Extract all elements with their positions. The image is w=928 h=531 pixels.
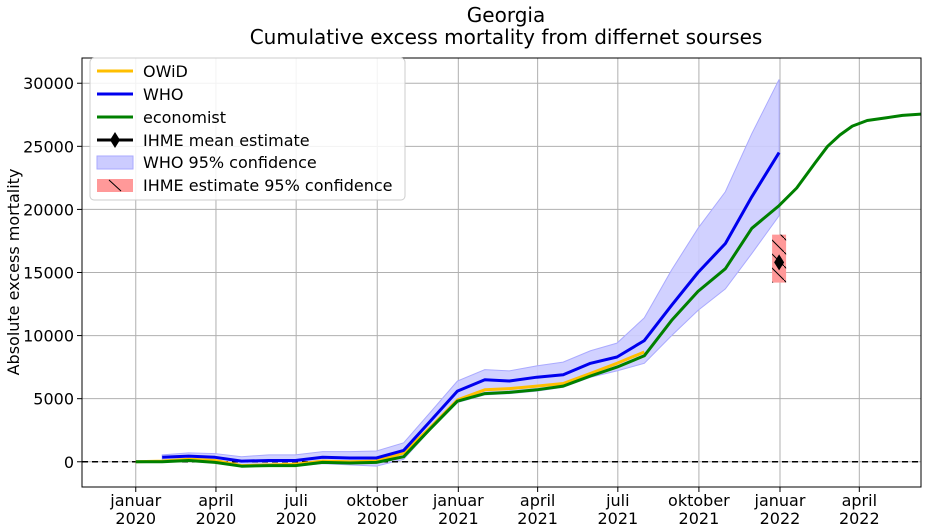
x-tick-label: oktober 2020 bbox=[346, 491, 408, 528]
x-tick-label: juli 2020 bbox=[276, 491, 317, 528]
who-line bbox=[162, 151, 781, 463]
y-tick-label: 5000 bbox=[33, 390, 74, 409]
x-tick-label: oktober 2021 bbox=[668, 491, 730, 528]
legend-label-ihme-ci: IHME estimate 95% confidence bbox=[143, 176, 392, 195]
y-axis-label: Absolute excess mortality bbox=[4, 169, 23, 376]
y-tick-label: 20000 bbox=[23, 200, 74, 219]
legend-label-ihme-mean: IHME mean estimate bbox=[143, 131, 310, 150]
legend: OWiD WHO economist IHME mean estimate WH… bbox=[89, 57, 406, 201]
economist-line bbox=[135, 112, 921, 468]
legend-label-who-ci: WHO 95% confidence bbox=[143, 153, 317, 172]
data-layer bbox=[82, 79, 921, 468]
x-tick-label: april 2022 bbox=[839, 491, 880, 528]
x-tick-label: april 2020 bbox=[196, 491, 237, 528]
x-tick-label: januar 2020 bbox=[109, 491, 161, 528]
y-tick-label: 30000 bbox=[23, 74, 74, 93]
chart-subtitle: Cumulative excess mortality from differn… bbox=[250, 25, 763, 49]
legend-label-owid: OWiD bbox=[143, 62, 188, 81]
tick-layer: januar 2020 april 2020 juli 2020 oktober 2020 ja… bbox=[23, 74, 880, 528]
who-confidence-band bbox=[161, 79, 780, 467]
x-tick-label: januar 2022 bbox=[754, 491, 806, 528]
x-tick-label: april 2021 bbox=[517, 491, 558, 528]
legend-swatch-who-ci bbox=[96, 155, 134, 170]
legend-swatch-ihme-mean bbox=[97, 132, 133, 148]
ihme-mean-marker bbox=[774, 254, 785, 271]
x-tick-label: januar 2021 bbox=[432, 491, 484, 528]
chart-title: Georgia bbox=[467, 3, 545, 27]
x-tick-label: juli 2021 bbox=[597, 491, 638, 528]
legend-label-economist: economist bbox=[143, 108, 226, 127]
y-tick-label: 10000 bbox=[23, 327, 74, 346]
legend-frame bbox=[89, 57, 406, 201]
y-tick-label: 15000 bbox=[23, 264, 74, 283]
legend-label-who: WHO bbox=[143, 85, 183, 104]
y-tick-label: 25000 bbox=[23, 137, 74, 156]
legend-swatch-ihme-ci bbox=[97, 179, 133, 192]
owid-line bbox=[135, 350, 645, 468]
y-tick-label: 0 bbox=[64, 453, 74, 472]
